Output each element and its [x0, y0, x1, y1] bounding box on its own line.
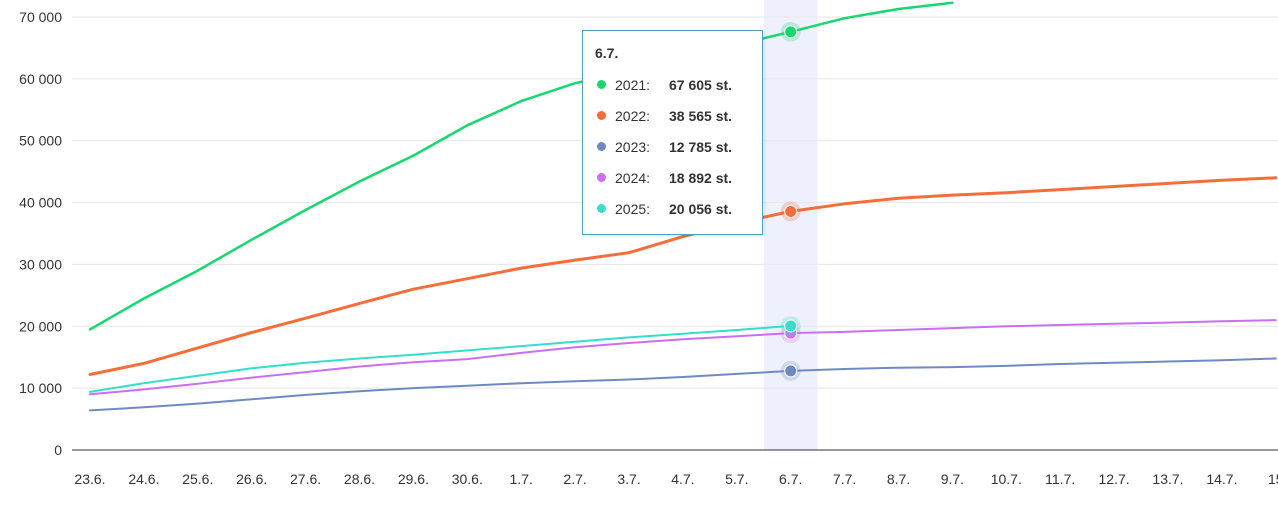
tooltip-title: 6.7.	[595, 45, 619, 61]
y-tick-label: 40 000	[19, 195, 62, 211]
series-layer	[88, 1, 1278, 412]
x-tick-label: 15	[1268, 471, 1278, 487]
y-tick-label: 70 000	[19, 9, 62, 25]
tooltip-value: 38 565 st.	[669, 107, 733, 124]
marker-layer	[780, 21, 801, 381]
tooltip-value: 18 892 st.	[669, 169, 733, 186]
marker-point-2022[interactable]	[784, 204, 798, 218]
x-tick-label: 1.7.	[510, 471, 533, 487]
x-tick-label: 9.7.	[941, 471, 964, 487]
x-tick-label: 30.6.	[452, 471, 483, 487]
tooltip-year: 2024:	[615, 169, 651, 186]
y-tick-label: 10 000	[19, 380, 62, 396]
series-line-2024	[89, 319, 1277, 396]
legend-dot-icon	[597, 80, 606, 89]
tooltip-year: 2025:	[615, 200, 651, 217]
tooltip: 6.7. 2021: 67 605 st. 2022: 38 565 st. 2…	[582, 30, 763, 235]
legend-dot-icon	[597, 142, 606, 151]
x-tick-label: 24.6.	[128, 471, 159, 487]
y-tick-label: 30 000	[19, 256, 62, 272]
x-tick-label: 29.6.	[398, 471, 429, 487]
x-tick-label: 2.7.	[563, 471, 586, 487]
marker-point-2023[interactable]	[784, 364, 798, 378]
highlight-band	[763, 0, 818, 450]
x-axis-ticks: 23.6. 24.6. 25.6. 26.6. 27.6. 28.6. 29.6. 30.6.…	[74, 471, 1278, 487]
series-line-2022	[88, 176, 1278, 376]
x-tick-label: 11.7.	[1045, 471, 1075, 487]
tooltip-row-2025: 2025: 20 056 st.	[595, 193, 750, 224]
x-tick-label: 12.7.	[1099, 471, 1130, 487]
tooltip-year: 2021:	[615, 76, 651, 93]
tooltip-row-2022: 2022: 38 565 st.	[595, 100, 750, 131]
x-tick-label: 23.6.	[74, 471, 105, 487]
x-tick-label: 4.7.	[671, 471, 694, 487]
series-line-2021	[88, 1, 954, 331]
legend-dot-icon	[597, 111, 606, 120]
tooltip-row-2023: 2023: 12 785 st.	[595, 131, 750, 162]
x-tick-label: 28.6.	[344, 471, 375, 487]
x-tick-label: 5.7.	[725, 471, 748, 487]
x-tick-label: 26.6.	[236, 471, 267, 487]
tooltip-value: 20 056 st.	[669, 200, 733, 217]
y-axis-ticks: 0 10 000 20 000 30 000 40 000 50 000 60 000 70 …	[19, 9, 62, 458]
x-tick-label: 10.7.	[991, 471, 1022, 487]
x-tick-label: 6.7.	[779, 471, 802, 487]
tooltip-row-2024: 2024: 18 892 st.	[595, 162, 750, 193]
x-tick-label: 25.6.	[182, 471, 213, 487]
y-tick-label: 0	[54, 442, 62, 458]
tooltip-row-2021: 2021: 67 605 st.	[595, 69, 750, 100]
y-tick-label: 20 000	[19, 318, 62, 334]
y-tick-label: 60 000	[19, 71, 62, 87]
series-line-2025	[89, 324, 792, 393]
x-tick-label: 3.7.	[617, 471, 640, 487]
series-line-2023	[89, 357, 1277, 412]
x-tick-label: 27.6.	[290, 471, 321, 487]
y-tick-label: 50 000	[19, 133, 62, 149]
tooltip-value: 12 785 st.	[669, 138, 733, 155]
x-tick-label: 8.7.	[887, 471, 910, 487]
x-tick-label: 14.7.	[1206, 471, 1237, 487]
marker-point-2021[interactable]	[784, 25, 798, 39]
marker-point-2025[interactable]	[784, 319, 798, 333]
x-tick-label: 13.7.	[1152, 471, 1183, 487]
tooltip-value: 67 605 st.	[669, 76, 733, 93]
legend-dot-icon	[597, 173, 606, 182]
legend-dot-icon	[597, 204, 606, 213]
tooltip-year: 2022:	[615, 107, 651, 124]
x-tick-label: 7.7.	[833, 471, 856, 487]
tooltip-year: 2023:	[615, 138, 651, 155]
